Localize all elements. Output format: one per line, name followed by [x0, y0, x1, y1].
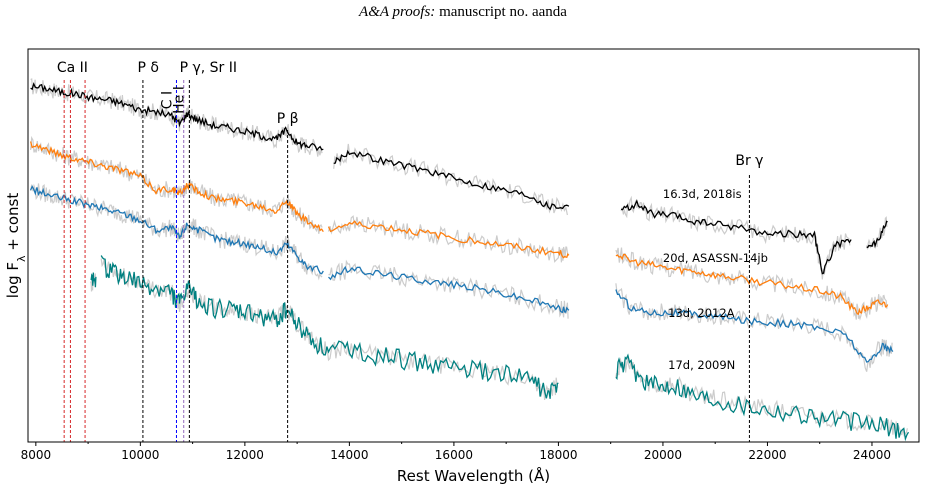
- raw-spectrum-0-3: [866, 216, 888, 250]
- x-tick-label-0: 8000: [21, 448, 52, 462]
- line-label-2: C I: [160, 91, 176, 109]
- raw-spectrum-1-1: [327, 215, 569, 263]
- series-label-3: 17d, 2009N: [668, 358, 735, 372]
- raw-spectrum-1-2: [615, 247, 888, 321]
- line-label-4: P γ, Sr II: [180, 60, 237, 76]
- plot-frame: [27, 48, 920, 443]
- journal-name: A&A proofs:: [359, 4, 436, 20]
- series-line-0-3: [866, 220, 888, 249]
- raw-spectrum-2-2: [615, 283, 893, 372]
- line-label-3: He I: [172, 86, 188, 114]
- manuscript-note: manuscript no. aanda: [435, 4, 567, 20]
- series-line-1-1: [327, 220, 570, 259]
- x-tick-label-7: 22000: [748, 448, 786, 462]
- series-line-3-1: [100, 255, 559, 399]
- y-axis-label: log Fλ + const: [4, 193, 28, 299]
- line-label-6: Br γ: [735, 153, 763, 169]
- series-line-3-0: [90, 272, 97, 288]
- line-label-0: Ca II: [57, 60, 88, 76]
- series-label-0: 16.3d, 2018is: [663, 187, 742, 201]
- series-line-3-2: [615, 353, 910, 442]
- series-label-2: 13d, 2012A: [668, 306, 735, 320]
- x-tick-label-4: 16000: [435, 448, 473, 462]
- x-tick-label-2: 12000: [226, 448, 264, 462]
- x-tick-label-1: 10000: [121, 448, 159, 462]
- line-label-1: P δ: [137, 60, 158, 76]
- x-tick-label-5: 18000: [539, 448, 577, 462]
- x-axis-label: Rest Wavelength (Å): [397, 466, 550, 485]
- x-tick-label-3: 14000: [330, 448, 368, 462]
- raw-spectrum-0-1: [333, 143, 568, 216]
- series-line-0-1: [333, 149, 570, 211]
- series-line-2-2: [615, 289, 894, 363]
- x-tick-label-8: 24000: [853, 448, 891, 462]
- series-line-1-2: [615, 253, 889, 315]
- series-line-2-1: [328, 265, 570, 314]
- x-tick-label-6: 20000: [644, 448, 682, 462]
- series-line-0-2: [620, 199, 852, 275]
- page-header: A&A proofs: manuscript no. aanda: [0, 4, 926, 21]
- line-label-5: P β: [277, 111, 299, 127]
- raw-spectrum-2-1: [328, 259, 569, 319]
- series-label-1: 20d, ASASSN-14jb: [663, 251, 768, 265]
